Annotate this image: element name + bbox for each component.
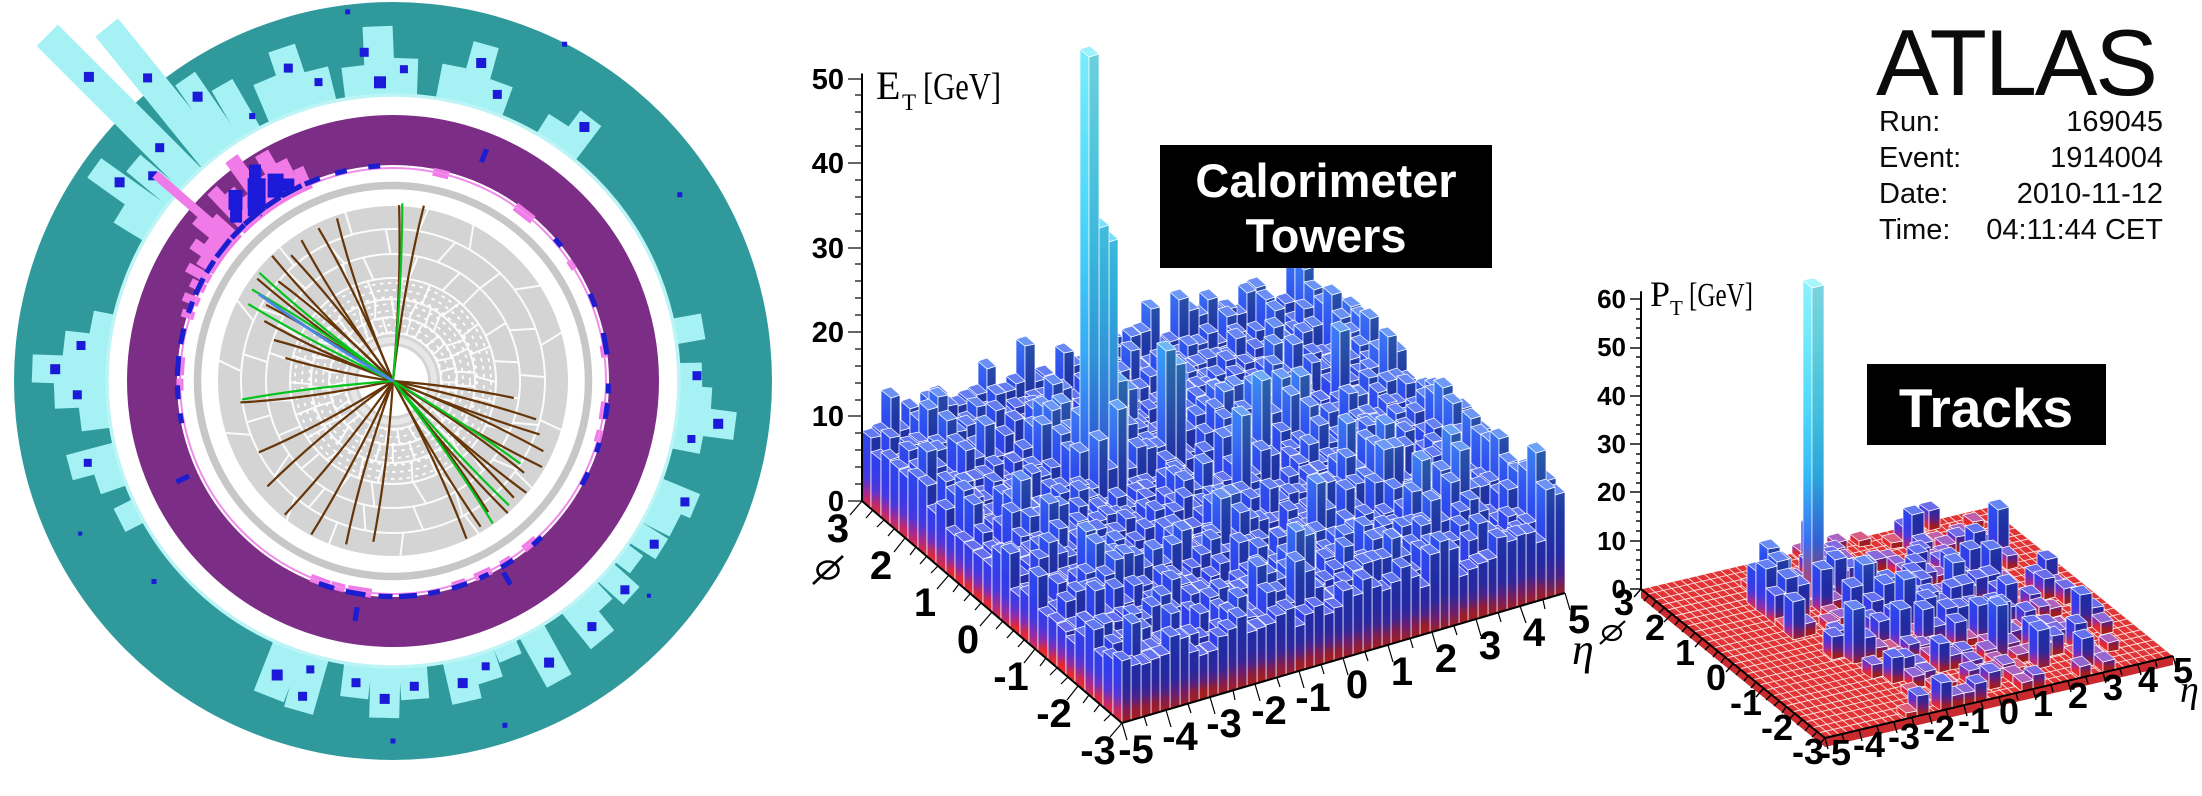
- svg-text:Run:: Run:: [1879, 106, 1940, 138]
- svg-text:60: 60: [1597, 284, 1626, 314]
- svg-text:1: 1: [1391, 650, 1413, 694]
- svg-text:5: 5: [1568, 598, 1590, 642]
- svg-text:Date:: Date:: [1879, 178, 1948, 210]
- svg-text:η: η: [1572, 625, 1594, 674]
- svg-text:0: 0: [828, 486, 844, 518]
- svg-text:1: 1: [1675, 632, 1695, 673]
- svg-text:3: 3: [1614, 582, 1634, 623]
- svg-text:1914004: 1914004: [2050, 142, 2163, 174]
- svg-text:1: 1: [914, 581, 936, 625]
- svg-text:E: E: [876, 63, 900, 108]
- svg-text:04:11:44 CET: 04:11:44 CET: [1986, 214, 2163, 246]
- svg-text:[GeV]: [GeV]: [923, 66, 1001, 108]
- svg-text:50: 50: [812, 64, 844, 96]
- svg-text:169045: 169045: [2066, 106, 2163, 138]
- svg-text:0: 0: [957, 618, 979, 662]
- svg-text:Time:: Time:: [1879, 214, 1950, 246]
- svg-text:4: 4: [1523, 611, 1546, 655]
- svg-text:ATLAS: ATLAS: [1876, 10, 2158, 115]
- svg-text:-3: -3: [1206, 702, 1242, 746]
- svg-text:3: 3: [827, 507, 849, 551]
- svg-text:Towers: Towers: [1245, 209, 1406, 262]
- svg-text:-1: -1: [1295, 676, 1331, 720]
- svg-text:Calorimeter: Calorimeter: [1195, 154, 1456, 207]
- svg-text:50: 50: [1597, 332, 1626, 362]
- svg-text:-2: -2: [1036, 692, 1072, 736]
- svg-text:Event:: Event:: [1879, 142, 1961, 174]
- svg-text:40: 40: [1597, 381, 1626, 411]
- svg-text:3: 3: [2103, 667, 2123, 708]
- svg-text:0: 0: [1706, 657, 1726, 698]
- svg-text:1: 1: [2033, 683, 2053, 724]
- svg-text:2010-11-12: 2010-11-12: [2017, 178, 2163, 210]
- svg-text:-3: -3: [1888, 716, 1920, 757]
- svg-text:30: 30: [812, 233, 844, 265]
- svg-text:-2: -2: [1923, 708, 1955, 749]
- svg-text:20: 20: [1597, 477, 1626, 507]
- svg-text:2: 2: [2068, 675, 2088, 716]
- svg-text:10: 10: [1597, 526, 1626, 556]
- svg-text:η: η: [2180, 669, 2199, 711]
- svg-text:10: 10: [812, 401, 844, 433]
- svg-text:T: T: [902, 90, 916, 115]
- svg-text:0: 0: [1346, 663, 1368, 707]
- svg-text:40: 40: [812, 148, 844, 180]
- svg-text:-5: -5: [1819, 732, 1851, 773]
- svg-text:-5: -5: [1118, 728, 1154, 772]
- svg-text:-4: -4: [1162, 715, 1198, 759]
- svg-text:-4: -4: [1853, 724, 1885, 765]
- svg-text:2: 2: [870, 544, 892, 588]
- svg-text:5: 5: [2173, 650, 2193, 691]
- svg-text:0: 0: [1999, 691, 2019, 732]
- svg-text:-3: -3: [1080, 729, 1116, 773]
- svg-text:-1: -1: [993, 655, 1029, 699]
- svg-text:T: T: [1670, 296, 1683, 320]
- svg-text:-1: -1: [1730, 682, 1762, 723]
- svg-text:2: 2: [1435, 637, 1457, 681]
- svg-text:[GeV]: [GeV]: [1689, 277, 1753, 314]
- svg-text:-2: -2: [1251, 689, 1287, 733]
- svg-text:4: 4: [2138, 659, 2158, 700]
- svg-text:P: P: [1650, 274, 1670, 314]
- svg-text:-2: -2: [1761, 707, 1793, 748]
- svg-text:-1: -1: [1958, 700, 1990, 741]
- svg-text:0: 0: [1612, 574, 1626, 604]
- svg-text:20: 20: [812, 317, 844, 349]
- svg-text:30: 30: [1597, 429, 1626, 459]
- svg-text:2: 2: [1645, 607, 1665, 648]
- svg-text:3: 3: [1479, 624, 1501, 668]
- svg-text:-3: -3: [1792, 731, 1824, 772]
- svg-text:Tracks: Tracks: [1899, 377, 2073, 439]
